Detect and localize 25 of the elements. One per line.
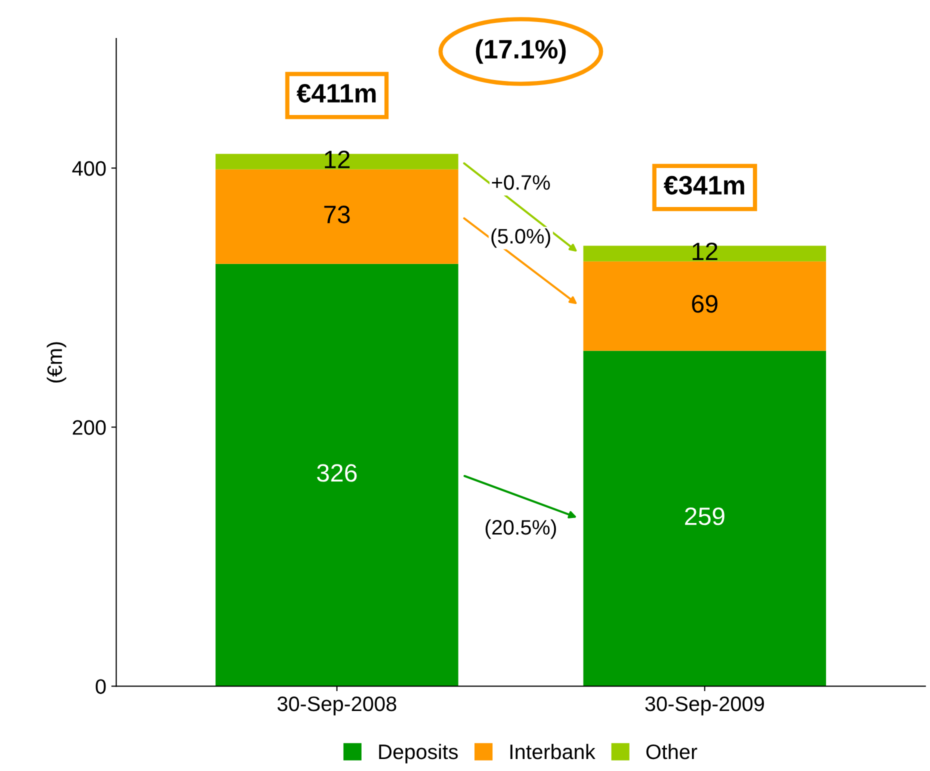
x-tick-label: 30-Sep-2008 (277, 696, 396, 716)
y-tick-label: 200 (72, 420, 106, 435)
legend-label: Interbank (510, 744, 596, 760)
annotation: (20.5%) (486, 519, 556, 539)
data-label: 12 (692, 242, 718, 260)
data-label: 69 (692, 295, 718, 313)
y-axis-title: (€m) (46, 342, 66, 382)
bar (216, 169, 458, 264)
annotation: (5.0%) (491, 228, 550, 248)
legend-label: Other (646, 744, 698, 760)
y-tick-label: 400 (72, 161, 106, 176)
data-label: 326 (317, 464, 357, 482)
bar (583, 261, 826, 351)
total-label: €411m (296, 84, 376, 103)
data-label: 12 (324, 150, 350, 168)
annotation: (17.1%) (476, 39, 566, 64)
data-label: 73 (324, 206, 350, 224)
annotation: +0.7% (492, 175, 550, 190)
y-tick-label: 0 (96, 679, 106, 694)
bar (216, 264, 458, 686)
total-label: €341m (664, 176, 744, 195)
legend-label: Deposits (379, 744, 458, 764)
bar (583, 350, 826, 686)
x-tick-label: 30-Sep-2009 (645, 696, 764, 716)
data-label: 259 (685, 507, 724, 526)
